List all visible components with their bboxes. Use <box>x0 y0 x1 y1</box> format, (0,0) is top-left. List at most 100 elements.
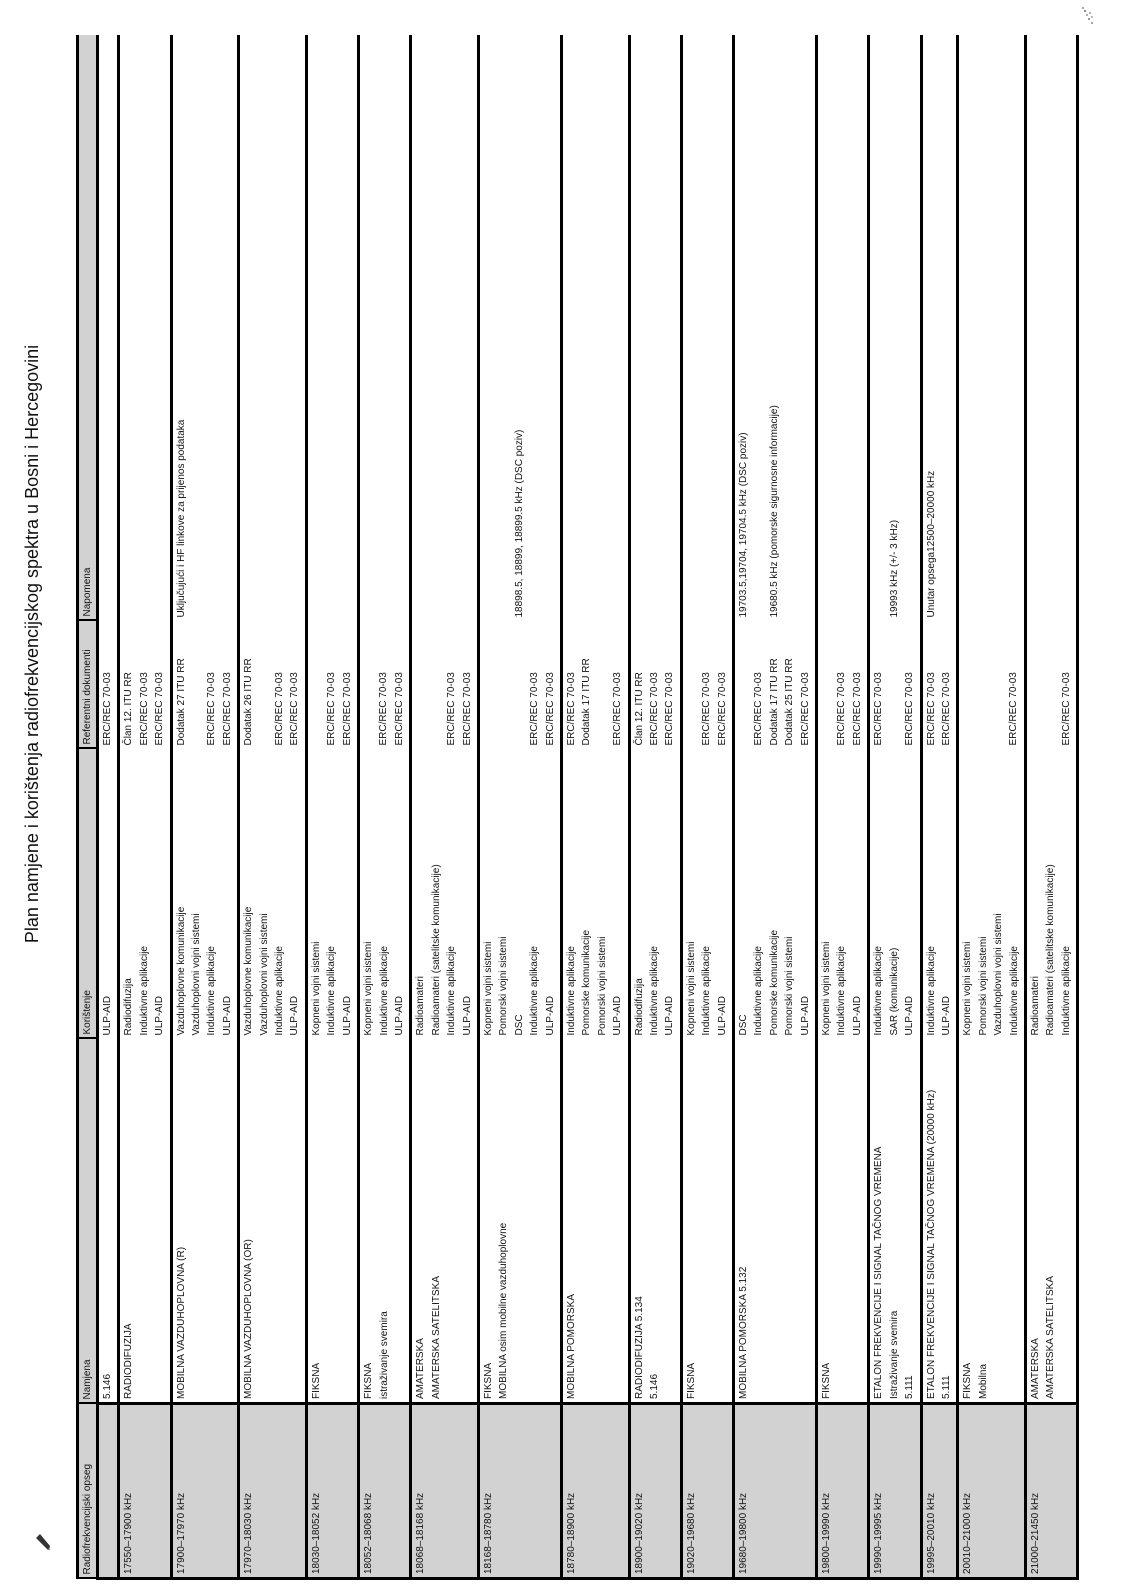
namjena-line: MOBILNA VAZDUHOPLOVNA (OR) <box>243 1239 255 1399</box>
range-cell: 18052–18068 kHz <box>358 1403 411 1579</box>
range-cell: 18780–18900 kHz <box>561 1403 630 1579</box>
napomena-cell <box>118 35 172 621</box>
napomena-cell <box>561 35 630 621</box>
referentni-line: ERC/REC 70-03 <box>716 672 728 746</box>
referentni-cell: Dodatak 27 ITU RR ERC/REC 70-03 ERC/REC 70… <box>171 620 239 749</box>
namjena-cell: FIKSNA <box>681 1038 734 1404</box>
header-referentni: Referentni dokumenti <box>77 620 98 749</box>
napomena-line <box>579 38 594 618</box>
referentni-line: ERC/REC 70-03 <box>289 672 301 746</box>
napomena-line <box>647 38 662 618</box>
referentni-line: ERC/REC 70-03 <box>326 672 338 746</box>
namjena-line: FIKSNA <box>685 1362 697 1399</box>
header-namjena: Namjena <box>77 1038 98 1404</box>
napomena-cell <box>306 35 359 621</box>
napomena-line <box>1043 38 1058 618</box>
napomena-line <box>309 38 324 618</box>
namjena-line: MOBILNA POMORSKA <box>565 1293 577 1399</box>
koristenje-line: Kopneni vojni sistemi <box>962 941 974 1036</box>
koristenje-cell: Kopneni vojni sistemi Pomorski vojni sist… <box>957 748 1026 1039</box>
referentni-line: ERC/REC 70-03 <box>565 672 577 746</box>
napomena-line <box>444 38 459 618</box>
namjena-cell: ETALON FREKVENCIJE I SIGNAL TAČNOG VREME… <box>868 1038 921 1404</box>
referentni-line: ERC/REC 70-03 <box>664 672 676 746</box>
referentni-line: ERC/REC 70-03 <box>753 672 765 746</box>
referentni-line <box>257 624 272 746</box>
napomena-line <box>991 38 1006 618</box>
range-cell: 17550–17900 kHz <box>118 1403 172 1579</box>
napomena-cell: Unutar opsega12500–20000 kHz <box>921 35 958 621</box>
referentni-cell: ERC/REC 70-03 <box>97 620 119 749</box>
namjena-line: 5.146 <box>102 1373 113 1399</box>
koristenje-line: Radioamateri <box>1029 976 1041 1036</box>
napomena-line <box>610 38 625 618</box>
table-row: 17970–18030 kHz MOBILNA VAZDUHOPLOVNA (OR… <box>238 35 307 1579</box>
koristenje-line: Induktivne aplikacije <box>206 946 218 1036</box>
referentni-line: ERC/REC 70-03 <box>221 672 233 746</box>
koristenje-line: Vazduhoplovni vojni sistemi <box>993 913 1005 1036</box>
range-text: 19995–20010 kHz <box>925 1492 937 1574</box>
referentni-line: ERC/REC 70-03 <box>925 672 937 746</box>
namjena-cell: FIKSNA <box>306 1038 359 1404</box>
referentni-line: Dodatak 17 ITU RR <box>581 658 593 746</box>
referentni-line <box>361 624 376 746</box>
koristenje-line: Induktivne aplikacije <box>753 946 765 1036</box>
koristenje-cell: Kopneni vojni sistemi Induktivne aplikaci… <box>681 748 734 1039</box>
koristenje-line: Kopneni vojni sistemi <box>363 941 375 1036</box>
napomena-line <box>241 38 256 618</box>
referentni-cell: Član 12. ITU RR ERC/REC 70-03 ERC/REC 70-0… <box>118 620 172 749</box>
namjena-line: AMATERSKA <box>1029 1338 1041 1399</box>
napomena-line: 19680.5 kHz (pomorske sigurnosne informa… <box>768 405 780 618</box>
referentni-cell: Član 12. ITU RR ERC/REC 70-03 ERC/REC 70-0… <box>629 620 682 749</box>
referentni-line: ERC/REC 70-03 <box>851 672 863 746</box>
koristenje-line: ULP-AID <box>851 996 863 1036</box>
koristenje-cell: Vazduhoplovne komunikacije Vazduhoplovni … <box>171 748 239 1039</box>
referentni-line <box>991 624 1006 746</box>
range-cell: 19680–19800 kHz <box>733 1403 817 1579</box>
namjena-line: 5.111 <box>940 1375 952 1399</box>
namjena-cell: MOBILNA VAZDUHOPLOVNA (OR) <box>238 1038 307 1404</box>
napomena-cell <box>816 35 869 621</box>
koristenje-line: Induktivne aplikacije <box>836 946 848 1036</box>
namjena-line: istraživanje svemira <box>378 1311 390 1399</box>
koristenje-line: Vazduhoplovne komunikacije <box>243 906 255 1036</box>
koristenje-line: Induktivne aplikacije <box>1008 946 1020 1036</box>
referentni-cell: ERC/REC 70-03 ERC/REC 70-03 <box>306 620 359 749</box>
table-row: 18030–18052 kHz FIKSNA Kopneni vojni siste… <box>306 35 359 1579</box>
referentni-line: ERC/REC 70-03 <box>274 672 286 746</box>
koristenje-line: Induktivne aplikacije <box>446 946 458 1036</box>
koristenje-line: ULP-AID <box>393 996 405 1036</box>
referentni-cell: ERC/REC 70-03 Dodatak 17 ITU RR ERC/REC 70… <box>561 620 630 749</box>
koristenje-line: ULP-AID <box>716 996 728 1036</box>
napomena-line <box>976 38 991 618</box>
referentni-cell: ERC/REC 70-03 ERC/REC 70-03 <box>816 620 869 749</box>
referentni-line: ERC/REC 70-03 <box>378 672 390 746</box>
table-row: 19680–19800 kHz MOBILNA POMORSKA 5.132 DSC… <box>733 35 817 1579</box>
napomena-cell <box>238 35 307 621</box>
table-body: 5.146 ULP-AID ERC/REC 70-03 17550–17900 kHz… <box>97 35 1079 1579</box>
napomena-cell <box>957 35 1026 621</box>
koristenje-line: Induktivne aplikacije <box>529 946 541 1036</box>
napomena-line <box>220 38 235 618</box>
namjena-line: 5.111 <box>904 1375 916 1399</box>
namjena-line: ETALON FREKVENCIJE I SIGNAL TAČNOG VREME… <box>925 1089 937 1399</box>
referentni-line: ERC/REC 70-03 <box>206 672 218 746</box>
range-cell: 18068–18168 kHz <box>410 1403 479 1579</box>
range-text: 18030–18052 kHz <box>310 1492 322 1574</box>
table-row: 21000–21450 kHz AMATERSKA AMATERSKA SATELI… <box>1025 35 1078 1579</box>
napomena-cell <box>629 35 682 621</box>
namjena-cell: ETALON FREKVENCIJE I SIGNAL TAČNOG VREME… <box>921 1038 958 1404</box>
koristenje-line: Induktivne aplikacije <box>873 946 885 1036</box>
koristenje-line: Pomorski vojni sistemi <box>977 936 989 1036</box>
namjena-line: MOBILNA osim mobilne vazduhoplovne <box>498 1222 510 1399</box>
napomena-line <box>459 38 474 618</box>
napomena-cell <box>1077 35 1079 621</box>
koristenje-line: ULP-AID <box>341 996 353 1036</box>
table-row: 20010–21000 kHz FIKSNA Mobilna Kopneni vojn… <box>957 35 1026 1579</box>
referentni-line <box>496 624 511 746</box>
range-text: 21000–21450 kHz <box>1029 1492 1041 1574</box>
referentni-cell: ERC/REC 70-03 ERC/REC 70-03 <box>358 620 411 749</box>
napomena-line <box>960 38 975 618</box>
table-row: 18052–18068 kHz FIKSNA istraživanje svemir… <box>358 35 411 1579</box>
koristenje-cell: Kopneni vojni sistemi Induktivne aplikaci… <box>358 748 411 1039</box>
